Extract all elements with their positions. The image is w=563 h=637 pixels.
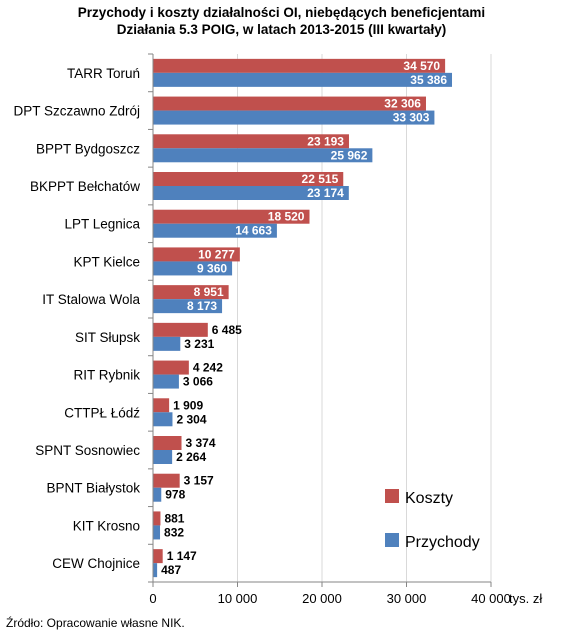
legend-label: Przychody (405, 534, 480, 551)
bar-koszty (153, 398, 170, 413)
data-label-przychody: 3 231 (184, 337, 214, 351)
data-label-przychody: 2 304 (176, 412, 206, 426)
bar-przychody (153, 450, 173, 464)
category-label: LPT Legnica (64, 217, 140, 232)
x-tick-label: 20 000 (302, 591, 342, 606)
bar-przychody (153, 299, 223, 314)
category-label: RIT Rybnik (73, 368, 140, 383)
bar-przychody (153, 525, 161, 540)
bar-koszty (153, 322, 208, 337)
bar-przychody (153, 110, 435, 125)
category-label: SIT Słupsk (75, 330, 140, 345)
data-label-koszty: 34 570 (403, 59, 440, 73)
bar-koszty (153, 473, 180, 488)
bar-koszty (153, 549, 163, 564)
data-label-przychody: 9 360 (197, 261, 227, 275)
x-unit-label: tys. zł (509, 591, 542, 606)
chart-title-line-1: Przychody i koszty działalności OI, nieb… (77, 5, 486, 20)
source-note: Źródło: Opracowanie własne NIK. (6, 616, 185, 630)
legend-swatch (385, 533, 399, 547)
data-label-przychody: 487 (161, 563, 181, 577)
legend-label: Koszty (405, 490, 453, 507)
bar-przychody (153, 563, 158, 578)
data-label-przychody: 3 066 (183, 375, 213, 389)
legend: Koszty Przychody (385, 489, 480, 551)
legend-swatch (385, 489, 399, 503)
data-label-koszty: 3 157 (184, 474, 214, 488)
bar-koszty (153, 58, 446, 73)
bar-przychody (153, 72, 453, 87)
bar-koszty (153, 436, 182, 450)
category-label: BPNT Białystok (46, 481, 140, 496)
category-label: KIT Krosno (73, 518, 140, 533)
category-label: TARR Toruń (67, 66, 140, 81)
data-label-przychody: 8 173 (187, 299, 217, 313)
data-label-przychody: 2 264 (176, 450, 206, 464)
data-label-przychody: 23 174 (307, 186, 344, 200)
data-label-koszty: 881 (164, 511, 184, 525)
bar-przychody (153, 412, 173, 427)
bar-przychody (153, 148, 373, 163)
bar-przychody (153, 487, 162, 502)
data-label-przychody: 35 386 (410, 73, 447, 87)
bar-koszty (153, 360, 189, 375)
category-label: BPPT Bydgoszcz (36, 141, 140, 156)
data-label-przychody: 832 (164, 525, 184, 539)
data-label-koszty: 10 277 (198, 247, 235, 261)
data-label-koszty: 23 193 (307, 134, 344, 148)
bar-przychody (153, 186, 349, 200)
category-label: IT Stalowa Wola (42, 292, 140, 307)
data-label-koszty: 1 909 (173, 398, 203, 412)
data-label-przychody: 978 (165, 488, 185, 502)
bars (153, 58, 453, 578)
bar-koszty (153, 247, 240, 262)
data-label-koszty: 4 242 (193, 361, 223, 375)
data-label-koszty: 6 485 (212, 323, 242, 337)
bar-koszty (153, 134, 349, 149)
data-label-koszty: 8 951 (194, 285, 224, 299)
bar-przychody (153, 374, 179, 389)
data-label-koszty: 1 147 (167, 549, 197, 563)
x-tick-label: 30 000 (387, 591, 427, 606)
category-label: DPT Szczawno Zdrój (13, 104, 140, 119)
category-label: SPNT Sosnowiec (35, 443, 140, 458)
category-label: KPT Kielce (73, 254, 140, 269)
x-tick-label: 40 000 (471, 591, 511, 606)
chart-title-line-2: Działania 5.3 POIG, w latach 2013-2015 (… (116, 22, 447, 37)
data-label-koszty: 22 515 (302, 172, 339, 186)
bar-przychody (153, 223, 277, 238)
bar-koszty (153, 172, 344, 186)
bar-koszty (153, 209, 310, 224)
data-label-koszty: 3 374 (186, 436, 216, 450)
chart-title: Przychody i koszty działalności OI, nieb… (0, 4, 563, 38)
category-label: CEW Chojnice (52, 556, 140, 571)
bar-przychody (153, 336, 181, 351)
data-label-przychody: 25 962 (331, 148, 368, 162)
category-label: BKPPT Bełchatów (30, 179, 140, 194)
data-label-przychody: 33 303 (393, 111, 430, 125)
bar-przychody (153, 261, 233, 276)
data-label-koszty: 32 306 (384, 97, 421, 111)
bar-koszty (153, 285, 229, 300)
x-tick-label: 10 000 (218, 591, 258, 606)
data-label-koszty: 18 520 (268, 210, 305, 224)
bar-koszty (153, 511, 161, 526)
bar-koszty (153, 96, 426, 111)
category-label: CTTPŁ Łódź (64, 405, 140, 420)
x-tick-label: 0 (149, 591, 156, 606)
data-label-przychody: 14 663 (235, 224, 272, 238)
